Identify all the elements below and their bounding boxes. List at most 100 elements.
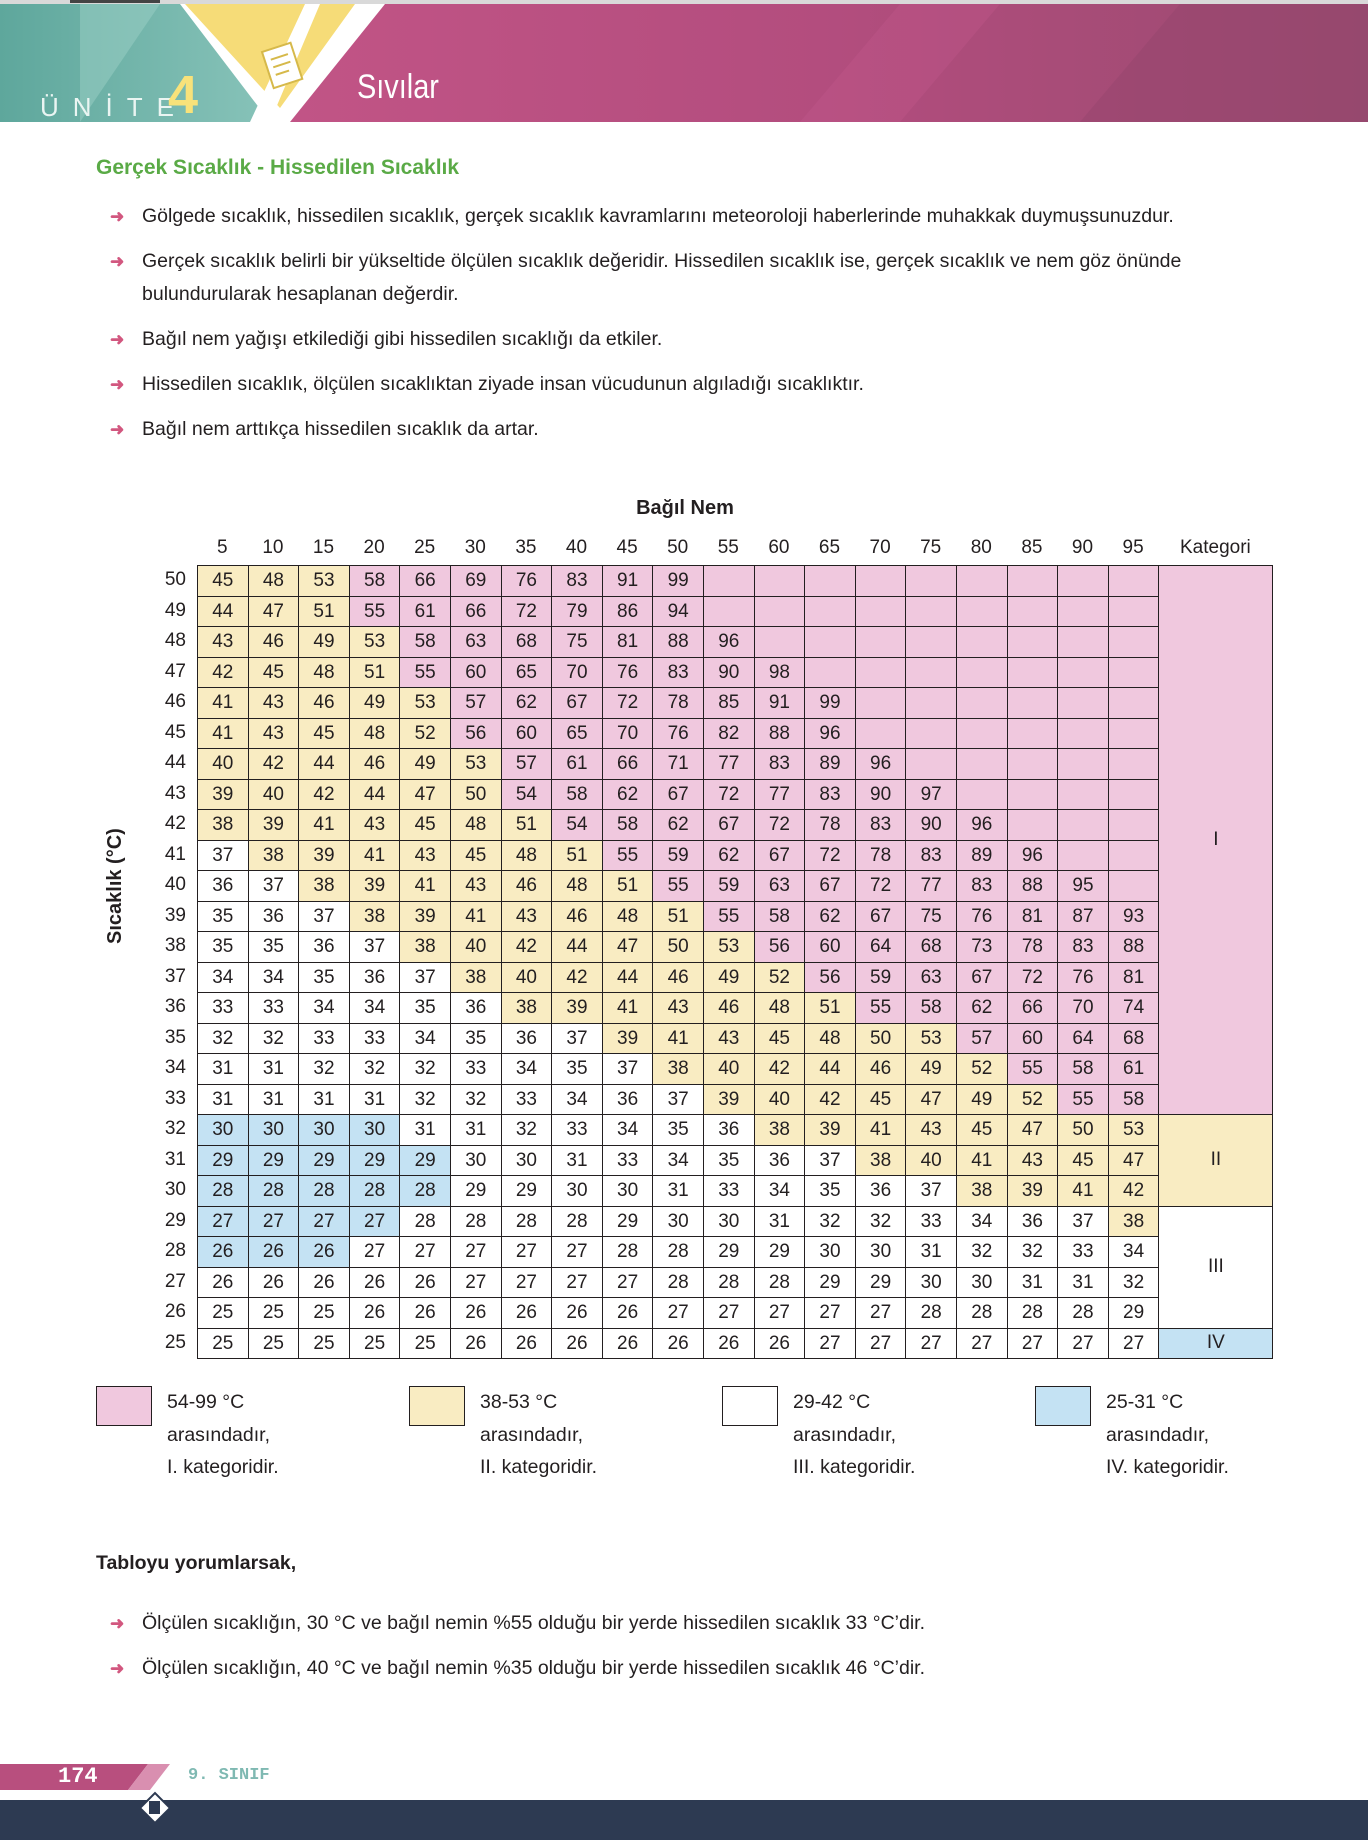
table-cell: 33 — [500, 1083, 553, 1115]
table-cell: 26 — [197, 1236, 249, 1268]
column-header: 35 — [515, 537, 537, 558]
table-cell: 74 — [1107, 992, 1160, 1024]
table-cell: 65 — [500, 656, 553, 688]
table-cell: 88 — [1006, 870, 1059, 902]
table-cell: 75 — [551, 626, 603, 658]
table-cell: 59 — [854, 961, 907, 993]
table-cell: 35 — [298, 961, 350, 993]
table-cell: 31 — [450, 1114, 502, 1146]
table-cell: 41 — [956, 1144, 1008, 1176]
table-cell: 28 — [348, 1175, 401, 1207]
table-cell: 32 — [399, 1083, 451, 1115]
table-cell: 45 — [956, 1114, 1008, 1146]
table-cell: 25 — [399, 1327, 451, 1359]
table-cell: 50 — [652, 931, 704, 963]
table-cell — [1057, 717, 1109, 749]
table-cell: 27 — [854, 1327, 907, 1359]
table-cell: 54 — [500, 778, 553, 810]
table-cell: 26 — [652, 1327, 704, 1359]
table-cell: 42 — [500, 931, 553, 963]
table-cell: 42 — [753, 1053, 806, 1085]
table-cell: 94 — [652, 595, 704, 627]
table-cell — [1107, 656, 1160, 688]
table-cell: 69 — [450, 565, 502, 597]
arrow-icon: ➜ — [110, 375, 125, 394]
legend-line: arasındadır, — [480, 1423, 583, 1446]
interpretation-list: ➜ Ölçülen sıcaklığın, 30 °C ve bağıl nemi… — [106, 1607, 1286, 1697]
table-cell: 38 — [450, 961, 502, 993]
table-cell: 57 — [500, 748, 553, 780]
row-header: 26 — [164, 1301, 186, 1322]
grade-label: 9. SINIF — [188, 1766, 270, 1785]
table-cell: 56 — [450, 717, 502, 749]
table-cell: 29 — [854, 1266, 907, 1298]
bullet-list: ➜ Gölgede sıcaklık, hissedilen sıcaklık, … — [106, 200, 1286, 458]
column-header: 30 — [464, 537, 486, 558]
table-cell: 61 — [551, 748, 603, 780]
table-cell: 55 — [703, 900, 755, 932]
table-cell — [1107, 565, 1160, 597]
table-cell — [1006, 626, 1059, 658]
row-header: 30 — [164, 1179, 186, 1200]
table-cell: 44 — [804, 1053, 856, 1085]
table-cell: 97 — [905, 778, 957, 810]
category-header: Kategori — [1180, 537, 1251, 558]
table-cell: 58 — [601, 809, 654, 841]
arrow-icon: ➜ — [110, 207, 125, 226]
row-header: 25 — [164, 1331, 186, 1353]
table-cell: 40 — [753, 1083, 806, 1115]
table-cell: 38 — [399, 931, 451, 963]
table-cell: 52 — [753, 961, 806, 993]
table-cell: 58 — [551, 778, 603, 810]
table-cell: 27 — [247, 1205, 300, 1237]
table-cell: 48 — [601, 900, 654, 932]
table-cell: 76 — [500, 565, 553, 597]
row-header: 40 — [164, 874, 186, 895]
table-cell: 93 — [1107, 900, 1160, 932]
table-cell: 36 — [247, 900, 300, 932]
legend-line: arasındadır, — [167, 1423, 270, 1446]
table-cell: 55 — [348, 595, 401, 627]
table-cell: 67 — [652, 778, 704, 810]
table-cell — [854, 717, 907, 749]
bullet-text: Hissedilen sıcaklık, ölçülen sıcaklıktan… — [142, 373, 864, 395]
table-cell: 42 — [1107, 1175, 1160, 1207]
table-cell: 26 — [601, 1297, 654, 1329]
table-cell: 52 — [956, 1053, 1008, 1085]
table-cell: 30 — [601, 1175, 654, 1207]
table-title: Bağıl Nem — [636, 497, 734, 519]
table-cell: 76 — [1057, 961, 1109, 993]
table-cell: 27 — [804, 1327, 856, 1359]
table-cell: 51 — [298, 595, 350, 627]
table-cell: 34 — [551, 1083, 603, 1115]
column-header: 75 — [920, 537, 942, 558]
bullet-text: Bağıl nem arttıkça hissedilen sıcaklık d… — [142, 418, 539, 440]
table-cell: 26 — [298, 1236, 350, 1268]
table-cell: 45 — [753, 1022, 806, 1054]
table-cell — [905, 565, 957, 597]
table-cell: 48 — [298, 656, 350, 688]
table-cell: 39 — [804, 1114, 856, 1146]
table-cell: 29 — [804, 1266, 856, 1298]
table-cell: 49 — [956, 1083, 1008, 1115]
table-cell: 27 — [500, 1266, 553, 1298]
table-cell: 30 — [804, 1236, 856, 1268]
table-cell: 43 — [652, 992, 704, 1024]
table-cell: 72 — [753, 809, 806, 841]
table-cell: 95 — [1057, 870, 1109, 902]
table-cell: 27 — [551, 1236, 603, 1268]
table-cell — [905, 595, 957, 627]
table-cell: 32 — [450, 1083, 502, 1115]
table-cell: 34 — [500, 1053, 553, 1085]
table-cell: 43 — [399, 839, 451, 871]
list-item: ➜ Hissedilen sıcaklık, ölçülen sıcaklıkta… — [106, 368, 1286, 401]
table-cell: 81 — [1107, 961, 1160, 993]
table-cell: 39 — [197, 778, 249, 810]
table-cell: 72 — [500, 595, 553, 627]
table-cell: 36 — [197, 870, 249, 902]
table-cell: 46 — [551, 900, 603, 932]
row-header: 46 — [164, 691, 186, 712]
table-cell: 53 — [348, 626, 401, 658]
table-cell — [905, 656, 957, 688]
list-item: ➜ Ölçülen sıcaklığın, 30 °C ve bağıl nemi… — [106, 1607, 1286, 1640]
